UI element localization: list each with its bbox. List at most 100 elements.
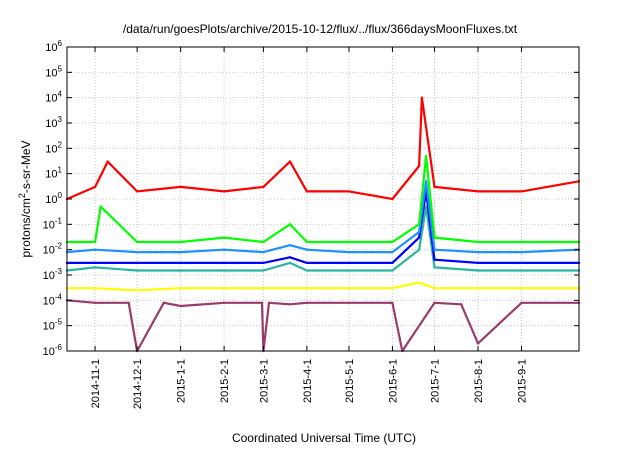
- data-point: [262, 240, 265, 244]
- x-tick-label: 2014-11-1: [90, 359, 102, 408]
- data-point: [106, 160, 109, 163]
- data-point: [417, 230, 421, 234]
- data-point: [424, 180, 428, 183]
- data-point: [260, 301, 264, 304]
- data-point: [476, 261, 480, 265]
- data-point: [476, 250, 480, 254]
- data-point: [433, 236, 436, 239]
- data-point: [391, 240, 394, 244]
- data-point: [347, 269, 351, 272]
- series-group: [65, 96, 581, 353]
- data-point: [305, 269, 309, 272]
- data-point: [433, 258, 436, 261]
- data-point: [347, 240, 351, 244]
- x-tick-label: 2015-4-1: [302, 359, 314, 403]
- y-tick-base: 10: [43, 321, 55, 333]
- data-point: [476, 190, 480, 193]
- data-point: [520, 261, 523, 265]
- data-point: [460, 303, 463, 306]
- data-point: [93, 261, 97, 265]
- y-tick-exponent: 1: [58, 166, 63, 175]
- data-point: [162, 301, 165, 304]
- data-point: [179, 250, 182, 254]
- data-point: [347, 190, 351, 193]
- data-point: [433, 287, 436, 290]
- data-point: [417, 236, 421, 239]
- y-tick-label: 102: [45, 140, 62, 155]
- x-ticks: 2014-11-1 2014-12-1 2015-1-1 2015-2-1 2015-3…: [90, 47, 528, 409]
- y-tick-label: 10-6: [43, 343, 63, 358]
- data-point: [179, 261, 182, 265]
- x-tick-label: 2015-3-1: [258, 359, 270, 403]
- series-line-1: [67, 281, 579, 292]
- data-point: [222, 236, 226, 239]
- data-point: [391, 269, 394, 272]
- data-point: [288, 261, 292, 265]
- data-point: [135, 250, 139, 254]
- data-point: [417, 223, 421, 226]
- y-tick-exponent: 6: [58, 39, 63, 48]
- data-point: [127, 301, 130, 304]
- y-tick-label: 100: [45, 191, 62, 206]
- data-point: [262, 269, 265, 272]
- y-tick-base: 10: [43, 346, 55, 358]
- x-tick-label: 2015-9-1: [516, 359, 528, 403]
- data-point: [347, 287, 351, 290]
- data-point: [520, 250, 523, 254]
- data-point: [391, 301, 394, 304]
- data-point: [267, 301, 271, 304]
- data-point: [347, 301, 351, 304]
- x-tick-label: 2015-2-1: [219, 359, 231, 403]
- data-point: [476, 269, 480, 272]
- data-point: [417, 248, 421, 251]
- data-point: [222, 269, 226, 272]
- y-tick-exponent: -1: [55, 216, 63, 225]
- data-point: [305, 248, 309, 251]
- y-axis-label-main: protons/cm: [19, 198, 33, 257]
- data-point: [424, 154, 428, 158]
- y-axis-label-sup: 2: [17, 193, 27, 198]
- data-point: [347, 261, 351, 265]
- y-tick-exponent: 4: [58, 90, 63, 99]
- y-tick-label: 10-4: [43, 292, 63, 307]
- data-point: [420, 96, 424, 99]
- y-axis-label-rest: -s-sr-MeV: [19, 140, 33, 193]
- data-point: [135, 190, 139, 193]
- y-tick-label: 10-2: [43, 242, 63, 257]
- data-point: [288, 223, 292, 226]
- x-tick-label: 2015-8-1: [473, 359, 485, 403]
- y-tick-exponent: -5: [55, 318, 63, 327]
- y-tick-exponent: -2: [55, 242, 63, 251]
- x-tick-label: 2015-5-1: [344, 359, 356, 403]
- data-point: [433, 266, 436, 269]
- y-axis-label: protons/cm2-s-sr-MeV: [17, 140, 33, 257]
- y-tick-label: 10-1: [43, 216, 63, 231]
- series-line-2: [66, 205, 579, 272]
- data-point: [288, 244, 292, 247]
- data-point: [433, 248, 436, 251]
- y-tick-base: 10: [45, 42, 57, 54]
- y-tick-base: 10: [45, 169, 57, 181]
- data-point: [93, 287, 97, 290]
- data-point: [391, 250, 394, 254]
- data-point: [520, 287, 523, 290]
- series-line-0: [66, 299, 579, 353]
- y-tick-base: 10: [45, 67, 57, 79]
- x-tick-label: 2014-12-1: [132, 359, 144, 409]
- data-point: [347, 250, 351, 254]
- data-point: [433, 301, 436, 304]
- series-line-3: [67, 190, 579, 264]
- y-tick-label: 104: [45, 90, 62, 105]
- chart-title: /data/run/goesPlots/archive/2015-10-12/f…: [123, 22, 518, 36]
- data-point: [179, 269, 182, 272]
- data-point: [179, 287, 182, 290]
- data-point: [222, 261, 226, 265]
- data-point: [93, 185, 97, 189]
- x-axis-label: Coordinated Universal Time (UTC): [232, 431, 416, 445]
- data-point: [135, 289, 139, 292]
- grid: [67, 46, 579, 352]
- y-tick-exponent: -4: [55, 292, 63, 301]
- data-point: [179, 304, 182, 308]
- data-point: [417, 281, 421, 284]
